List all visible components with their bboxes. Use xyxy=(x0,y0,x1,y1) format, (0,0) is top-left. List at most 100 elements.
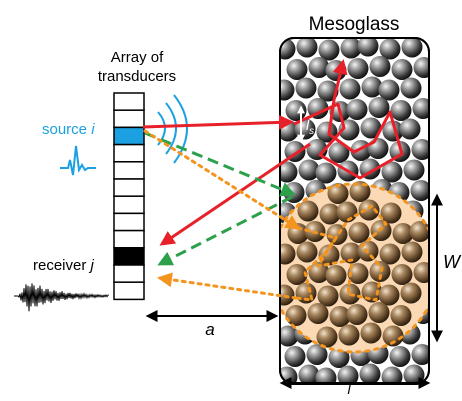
sphere xyxy=(307,98,329,119)
sphere xyxy=(367,138,389,159)
zone-sphere xyxy=(369,261,391,282)
sphere xyxy=(317,80,339,102)
zone-sphere xyxy=(297,200,319,222)
zone-sphere xyxy=(280,243,296,265)
sphere xyxy=(339,78,361,100)
sphere xyxy=(359,363,381,384)
transducer-element xyxy=(113,195,145,215)
mesoglass-title: Mesoglass xyxy=(309,14,400,35)
sphere xyxy=(403,159,425,181)
direct-red-ray xyxy=(142,114,294,130)
sphere xyxy=(368,97,390,118)
green-dashed-ray-back xyxy=(157,195,293,266)
return-red-ray xyxy=(159,142,311,246)
sphere xyxy=(315,162,337,184)
zone-sphere xyxy=(413,262,429,283)
sphere xyxy=(298,159,320,181)
sphere xyxy=(280,325,299,347)
zone-sphere xyxy=(318,244,340,266)
sphere xyxy=(413,57,429,78)
sphere xyxy=(411,139,429,160)
zone-sphere xyxy=(378,284,400,306)
zone-sphere xyxy=(348,222,370,243)
diffusion-zone-outline xyxy=(280,182,429,354)
zone-sphere xyxy=(358,199,380,221)
zone-sphere xyxy=(401,241,423,263)
sphere xyxy=(286,59,308,80)
sphere xyxy=(412,98,429,119)
sphere xyxy=(285,100,307,121)
sphere xyxy=(401,38,423,58)
zone-sphere xyxy=(400,282,422,304)
zone-sphere xyxy=(285,305,307,326)
sphere xyxy=(361,76,383,98)
mesoglass-sample xyxy=(279,37,430,385)
zone-sphere xyxy=(382,325,404,347)
multiple-scattering-path xyxy=(293,59,404,180)
sphere xyxy=(280,161,298,183)
zone-sphere xyxy=(308,262,330,283)
source-label: source i xyxy=(42,121,95,138)
sphere xyxy=(284,346,306,367)
receiver-element xyxy=(113,247,145,266)
sphere xyxy=(346,99,368,120)
w-label: W xyxy=(443,252,462,272)
sphere xyxy=(295,77,317,99)
sphere xyxy=(390,100,412,121)
emission-arc-icon xyxy=(157,94,188,164)
source-element xyxy=(113,126,145,146)
zone-sphere-packing xyxy=(280,181,429,354)
sphere xyxy=(399,118,421,140)
orange-dotted-ray-back xyxy=(157,272,298,300)
sphere xyxy=(296,38,318,58)
sphere xyxy=(347,58,369,79)
ray-paths xyxy=(142,59,404,302)
orange-dotted-ray-out xyxy=(143,129,301,230)
transducer-array xyxy=(113,92,145,301)
sphere xyxy=(357,38,379,57)
sphere xyxy=(389,346,411,367)
transducer-element xyxy=(113,161,145,180)
zone-sphere xyxy=(380,202,402,224)
zone-sphere xyxy=(379,243,401,265)
zone-sphere xyxy=(316,326,338,348)
transducer-element xyxy=(113,109,145,129)
zone-sphere xyxy=(338,324,360,346)
dimension-a: a xyxy=(145,310,279,339)
zone-sphere xyxy=(327,183,349,204)
sphere xyxy=(280,38,296,60)
transducer-element xyxy=(113,92,145,111)
sphere xyxy=(306,344,328,365)
receiver-waveform-icon xyxy=(14,283,109,312)
zone-sphere xyxy=(280,284,295,306)
sphere xyxy=(360,117,382,139)
zone-sphere xyxy=(286,264,308,285)
l-label: l xyxy=(347,381,351,396)
array-label-line1: Array of xyxy=(111,49,164,66)
sphere xyxy=(379,38,401,60)
a-label: a xyxy=(205,320,214,339)
green-dashed-ray-out xyxy=(144,131,296,197)
zone-sphere xyxy=(326,224,348,245)
transducer-element xyxy=(113,264,145,283)
sphere xyxy=(280,79,295,101)
sphere xyxy=(381,161,403,183)
transducer-element xyxy=(113,281,145,301)
dimension-l: l xyxy=(279,377,431,397)
source-waveform-icon xyxy=(60,145,96,176)
sphere xyxy=(369,56,391,77)
zone-sphere xyxy=(329,306,351,327)
sphere xyxy=(391,59,413,80)
transducer-element xyxy=(113,229,145,249)
ls-marker: ls xyxy=(297,105,314,143)
receiver-label: receiver j xyxy=(33,257,95,274)
zone-sphere xyxy=(368,302,390,323)
zone-sphere xyxy=(391,264,413,285)
dimension-w: W xyxy=(431,193,462,343)
zone-sphere xyxy=(392,223,414,244)
zone-sphere xyxy=(336,201,358,223)
sphere xyxy=(308,57,330,78)
zone-sphere xyxy=(347,263,369,284)
